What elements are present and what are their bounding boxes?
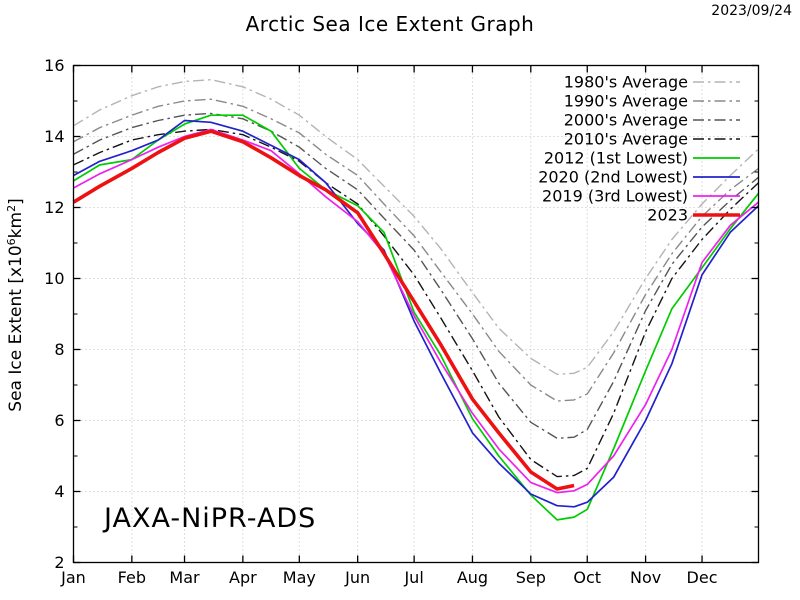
y-tick-label-10: 10 (44, 269, 64, 288)
y-tick-label-8: 8 (54, 340, 64, 359)
x-tick-label-feb: Feb (118, 568, 146, 587)
x-tick-label-may: May (283, 568, 316, 587)
legend-label-2012: 2012 (1st Lowest) (544, 149, 688, 168)
series-line-1990s-average (73, 98, 759, 402)
series-line-2020 (73, 119, 760, 508)
x-tick-label-sep: Sep (516, 568, 546, 587)
y-tick-label-16: 16 (44, 56, 64, 75)
x-tick-label-jun: Jun (344, 568, 370, 587)
x-tick-label-jan: Jan (60, 568, 86, 587)
x-tick-label-jul: Jul (403, 568, 423, 587)
legend-label-2000s-average: 2000's Average (564, 111, 688, 130)
x-tick-label-nov: Nov (630, 568, 661, 587)
legend-label-2023: 2023 (647, 206, 688, 225)
y-tick-label-14: 14 (44, 127, 64, 146)
legend-label-2010s-average: 2010's Average (564, 130, 688, 149)
x-tick-label-dec: Dec (687, 568, 718, 587)
series-line-2012 (73, 114, 760, 521)
series-line-2023 (72, 129, 575, 491)
x-tick-label-aug: Aug (457, 568, 488, 587)
y-tick-label-4: 4 (54, 482, 64, 501)
legend-label-2020: 2020 (2nd Lowest) (538, 168, 688, 187)
legend-label-1990s-average: 1990's Average (564, 92, 688, 111)
y-tick-label-2: 2 (54, 553, 64, 572)
x-tick-label-apr: Apr (229, 568, 257, 587)
series-line-2000s-average (73, 112, 759, 439)
y-tick-label-6: 6 (54, 411, 64, 430)
legend-label-1980s-average: 1980's Average (564, 73, 688, 92)
legend-label-2019: 2019 (3rd Lowest) (542, 187, 688, 206)
watermark: JAXA-NiPR-ADS (104, 503, 317, 534)
page-title: Arctic Sea Ice Extent Graph (245, 12, 535, 36)
series-line-2010s-average (73, 128, 759, 478)
date-label: 2023/09/24 (711, 3, 792, 19)
y-tick-label-12: 12 (44, 198, 64, 217)
x-tick-label-oct: Oct (573, 568, 601, 587)
series-line-1980s-average (73, 78, 759, 375)
x-tick-label-mar: Mar (169, 568, 200, 587)
